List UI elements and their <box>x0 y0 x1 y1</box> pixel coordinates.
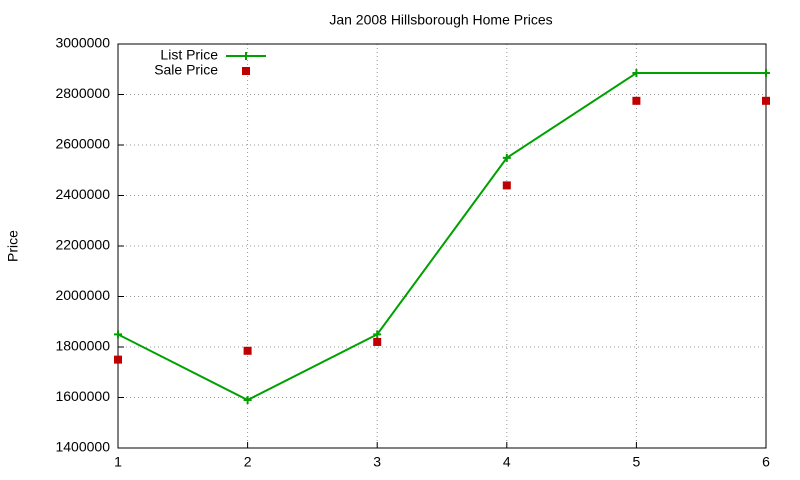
x-tick-label: 4 <box>503 454 511 470</box>
y-tick-label: 2400000 <box>55 186 110 202</box>
data-point <box>502 153 511 162</box>
x-tick-label: 1 <box>114 454 122 470</box>
data-point <box>762 96 770 105</box>
y-tick-label: 2200000 <box>55 237 110 253</box>
data-point <box>243 396 252 405</box>
x-tick-label: 5 <box>633 454 641 470</box>
data-point <box>762 69 770 78</box>
data-point <box>632 69 641 78</box>
data-point <box>373 330 382 339</box>
legend-label: List Price <box>160 47 218 63</box>
data-point <box>114 355 122 364</box>
plot-frame <box>117 43 767 449</box>
y-tick-label: 3000000 <box>55 35 110 51</box>
data-point <box>632 96 641 105</box>
x-tick-label: 6 <box>762 454 770 470</box>
y-tick-label: 1800000 <box>55 338 110 354</box>
data-point <box>502 181 511 190</box>
data-point <box>114 330 122 339</box>
x-tick-label: 3 <box>373 454 381 470</box>
legend-swatch <box>242 67 250 75</box>
data-line <box>117 72 766 402</box>
chart-title: Jan 2008 Hillsborough Home Prices <box>329 12 552 28</box>
y-tick-label: 2600000 <box>55 136 110 152</box>
data-point <box>373 337 382 346</box>
x-tick-label: 2 <box>244 454 252 470</box>
y-tick-label: 1600000 <box>55 388 110 404</box>
y-tick-label: 1400000 <box>55 439 110 455</box>
legend-swatch <box>242 52 250 60</box>
data-point <box>243 346 252 355</box>
y-tick-label: 2800000 <box>55 85 110 101</box>
y-tick-label: 2000000 <box>55 287 110 303</box>
y-axis-label: Price <box>5 230 21 262</box>
legend-label: Sale Price <box>154 62 218 78</box>
